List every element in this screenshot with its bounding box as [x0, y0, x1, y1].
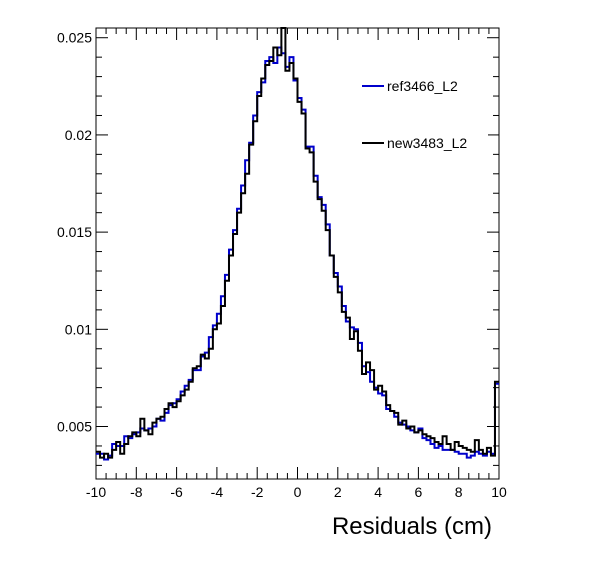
y-axis-ticks: 0.005 0.01 0.015 0.02 0.025: [57, 30, 499, 466]
x-tick-label: 8: [455, 484, 463, 500]
x-tick-label: -6: [170, 484, 183, 500]
series-line-new3483-L2: [96, 27, 499, 459]
x-tick-label: 2: [334, 484, 342, 500]
legend: ref3466_L2 new3483_L2: [356, 68, 488, 168]
y-tick-label: 0.025: [57, 30, 92, 46]
x-axis-title: Residuals (cm): [332, 513, 492, 540]
x-tick-label: -4: [211, 484, 224, 500]
x-tick-label: 4: [374, 484, 382, 500]
y-tick-label: 0.015: [57, 224, 92, 240]
x-tick-label: -10: [86, 484, 106, 500]
x-tick-label: 6: [415, 484, 423, 500]
x-tick-label: 0: [294, 484, 302, 500]
legend-label-new3483-L2: new3483_L2: [387, 135, 467, 151]
x-tick-label: 10: [491, 484, 507, 500]
y-tick-label: 0.005: [57, 419, 92, 435]
legend-box: [356, 68, 488, 168]
y-tick-label: 0.01: [65, 321, 92, 337]
legend-label-ref3466-L2: ref3466_L2: [387, 78, 458, 94]
x-axis-ticks: -10 -8 -6 -4 -2 0 2 4 6 8 10: [86, 28, 507, 500]
y-tick-label: 0.02: [65, 127, 92, 143]
x-tick-label: -8: [130, 484, 143, 500]
x-tick-label: -2: [251, 484, 264, 500]
